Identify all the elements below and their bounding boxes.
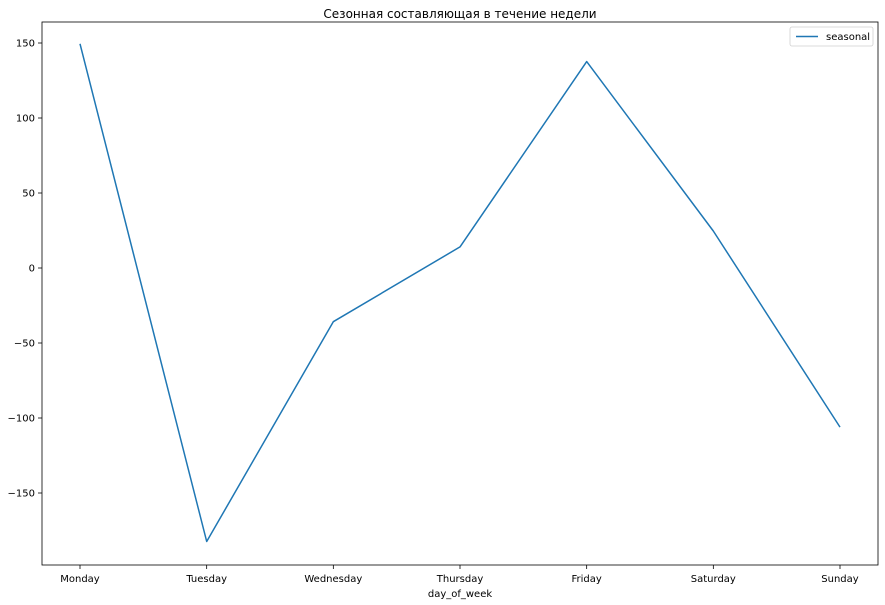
x-tick-label: Monday [60, 574, 100, 585]
legend: seasonal [789, 26, 874, 47]
series-line-seasonal [79, 43, 841, 543]
x-tick-label: Saturday [691, 574, 736, 585]
y-tick-label: −100 [8, 414, 35, 425]
y-axis: 150 100 50 0 −50 −100 −150 [8, 39, 42, 500]
x-axis: Monday Tuesday Wednesday Thursday Friday Satu… [60, 565, 859, 585]
x-tick-label: Friday [572, 574, 602, 585]
series-layer [79, 43, 841, 543]
x-axis-label: day_of_week [428, 589, 493, 600]
x-tick-label: Thursday [436, 574, 484, 585]
chart-title: Сезонная составляющая в течение недели [323, 7, 596, 21]
y-tick-label: 150 [16, 39, 35, 50]
x-tick-label: Wednesday [304, 574, 362, 585]
y-tick-label: 0 [29, 264, 35, 275]
y-tick-label: 100 [16, 114, 35, 125]
y-tick-label: −50 [14, 339, 35, 350]
legend-label: seasonal [826, 32, 870, 43]
y-tick-label: 50 [22, 189, 35, 200]
x-tick-label: Sunday [821, 574, 858, 585]
legend-box [789, 26, 874, 47]
x-tick-label: Tuesday [185, 574, 227, 585]
y-tick-label: −150 [8, 489, 35, 500]
plot-area-frame [41, 21, 879, 566]
